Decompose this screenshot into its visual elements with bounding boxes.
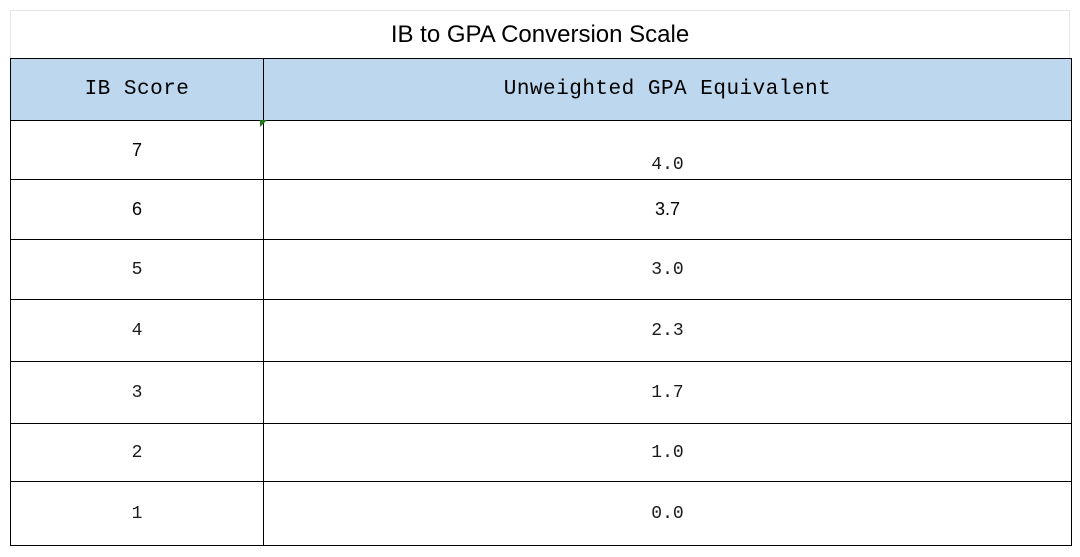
table-row: 2 1.0 xyxy=(10,423,1072,482)
cell-comment-marker xyxy=(260,120,267,127)
gpa-value: 2.3 xyxy=(651,320,684,341)
gpa-value: 3.7 xyxy=(654,199,681,219)
gpa-cell[interactable]: 0.0 xyxy=(263,481,1072,546)
gpa-cell[interactable]: 4.0 xyxy=(263,120,1072,180)
ib-score-cell[interactable]: 5 xyxy=(10,239,264,300)
table-row: 4 2.3 xyxy=(10,299,1072,362)
ib-score-value: 4 xyxy=(131,320,143,341)
ib-score-cell[interactable]: 3 xyxy=(10,361,264,424)
ib-score-value: 2 xyxy=(131,442,143,463)
gpa-value: 1.0 xyxy=(651,442,684,463)
gpa-value: 3.0 xyxy=(651,259,684,280)
gpa-value: 4.0 xyxy=(651,155,684,175)
ib-score-cell[interactable]: 1 xyxy=(10,481,264,546)
column-header-ib-score[interactable]: IB Score xyxy=(10,58,264,121)
gpa-value: 0.0 xyxy=(651,503,684,524)
table-row: 6 3.7 xyxy=(10,179,1072,240)
gpa-cell[interactable]: 1.0 xyxy=(263,423,1072,482)
ib-score-cell[interactable]: 6 xyxy=(10,179,264,240)
gpa-value: 1.7 xyxy=(651,382,684,403)
ib-score-value: 6 xyxy=(131,199,142,219)
conversion-table: IB Score Unweighted GPA Equivalent 7 4.0… xyxy=(10,58,1072,546)
ib-score-value: 3 xyxy=(131,382,143,403)
table-row: 3 1.7 xyxy=(10,361,1072,424)
table-row: 1 0.0 xyxy=(10,481,1072,546)
table-row: 5 3.0 xyxy=(10,239,1072,300)
ib-score-cell[interactable]: 2 xyxy=(10,423,264,482)
gpa-cell[interactable]: 2.3 xyxy=(263,299,1072,362)
ib-score-value: 5 xyxy=(131,259,143,280)
ib-score-value: 1 xyxy=(131,503,143,524)
column-header-gpa[interactable]: Unweighted GPA Equivalent xyxy=(263,58,1072,121)
ib-score-value: 7 xyxy=(131,139,142,160)
ib-score-cell[interactable]: 7 xyxy=(10,120,267,180)
header-row: IB Score Unweighted GPA Equivalent xyxy=(10,58,1072,121)
gpa-cell[interactable]: 3.0 xyxy=(263,239,1072,300)
gpa-cell[interactable]: 1.7 xyxy=(263,361,1072,424)
table-title[interactable]: IB to GPA Conversion Scale xyxy=(10,10,1070,58)
ib-score-cell[interactable]: 4 xyxy=(10,299,264,362)
gpa-cell[interactable]: 3.7 xyxy=(263,179,1072,240)
table-row: 7 4.0 xyxy=(10,120,1072,180)
